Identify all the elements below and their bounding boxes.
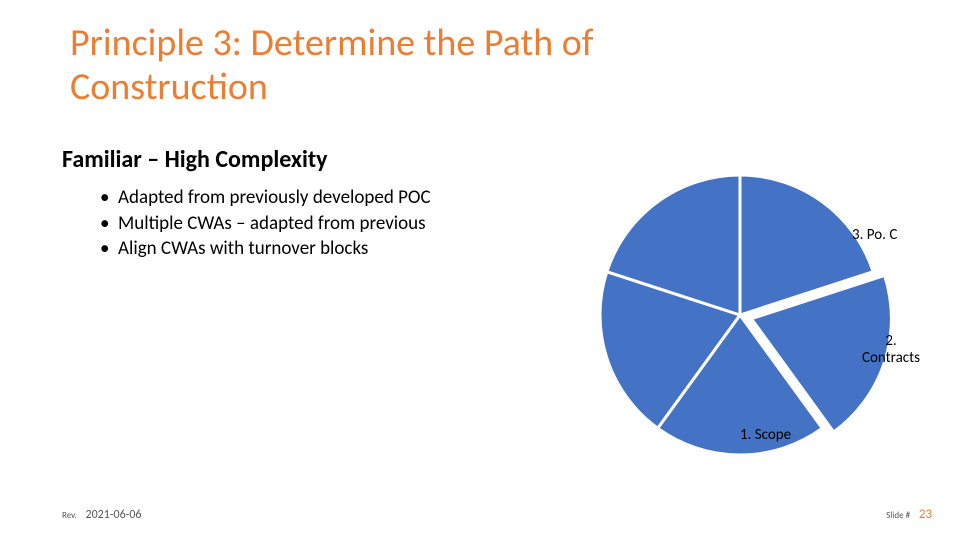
slide-title: Principle 3: Determine the Path of Const… [70,22,710,109]
bullet-list: Adapted from previously developed POC Mu… [100,185,520,262]
slide-num-label: Slide # [886,510,910,521]
list-item: Align CWAs with turnover blocks [100,236,520,262]
list-item: Adapted from previously developed POC [100,185,520,211]
footer-slide-number: Slide # 23 [886,507,932,522]
pie-svg [590,165,890,465]
footer-date: Rev. 2021-06-06 [62,508,142,522]
pie-label-contracts: 2. Contracts [862,333,920,368]
rev-label: Rev. [62,510,77,521]
list-item: Multiple CWAs – adapted from previous [100,211,520,237]
slide-num: 23 [919,507,932,522]
slide-subtitle: Familiar – High Complexity [62,145,328,174]
pie-label-scope: 1. Scope [740,427,791,444]
rev-date: 2021-06-06 [85,508,141,522]
pie-label-poc: 3. Po. C [852,227,897,244]
pie-chart: 3. Po. C 2. Contracts 1. Scope [590,165,890,465]
